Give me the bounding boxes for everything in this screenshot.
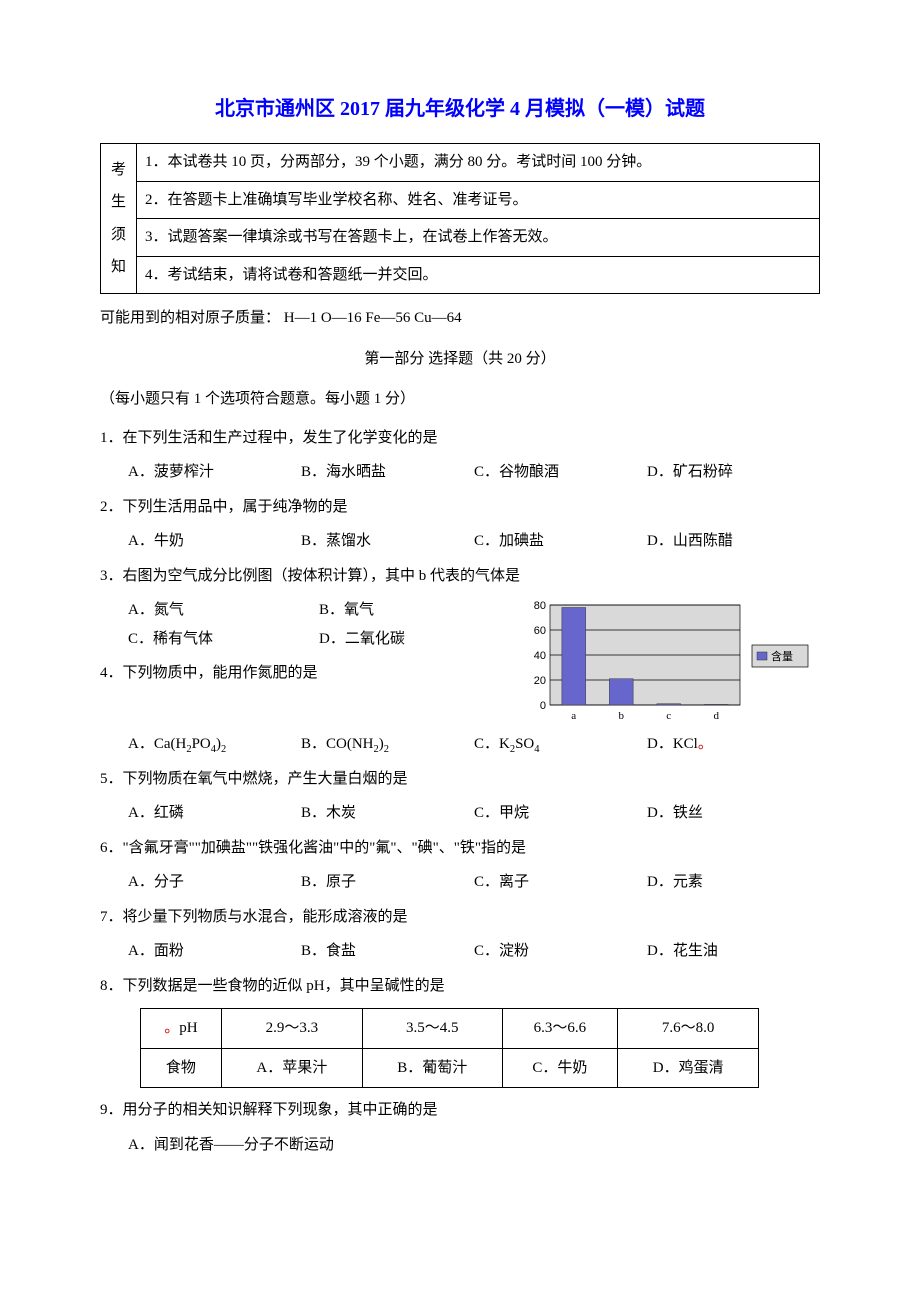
q3-options-top: A．氮气 B．氧气 (100, 596, 510, 625)
notice-left-3: 须 (109, 219, 128, 252)
q3-D: D．二氧化碳 (319, 625, 510, 654)
q6-C: C．离子 (474, 868, 647, 897)
q7-options: A．面粉 B．食盐 C．淀粉 D．花生油 (100, 937, 820, 966)
q2-options: A．牛奶 B．蒸馏水 C．加碘盐 D．山西陈醋 (100, 527, 820, 556)
q5-options: A．红磷 B．木炭 C．甲烷 D．铁丝 (100, 799, 820, 828)
q7-A: A．面粉 (128, 937, 301, 966)
q1-A: A．菠萝榨汁 (128, 458, 301, 487)
q6-A: A．分子 (128, 868, 301, 897)
notice-left-2: 生 (109, 186, 128, 219)
q1-B: B．海水晒盐 (301, 458, 474, 487)
q1-C: C．谷物酿酒 (474, 458, 647, 487)
notice-left-4: 知 (109, 251, 128, 284)
cell-ph-2: 3.5～4.5 (362, 1009, 502, 1049)
q7-D: D．花生油 (647, 937, 820, 966)
q3-B: B．氧气 (319, 596, 510, 625)
bar-chart-svg: 0 20 40 60 80 a b c d 含量 (520, 600, 820, 730)
svg-text:c: c (666, 710, 671, 722)
cell-food-label: 食物 (141, 1048, 222, 1088)
notice-left-1: 考 (109, 154, 128, 187)
q9-stem: 9．用分子的相关知识解释下列现象，其中正确的是 (100, 1096, 820, 1125)
svg-text:含量: 含量 (771, 649, 793, 663)
svg-text:a: a (571, 710, 576, 722)
atomic-masses: 可能用到的相对原子质量： H—1 O—16 Fe—56 Cu—64 (100, 304, 820, 333)
cell-food-D: D．鸡蛋清 (618, 1048, 759, 1088)
part-header: 第一部分 选择题（共 20 分） (100, 345, 820, 374)
q5-stem: 5．下列物质在氧气中燃烧，产生大量白烟的是 (100, 765, 820, 794)
q7-B: B．食盐 (301, 937, 474, 966)
air-chart: 0 20 40 60 80 a b c d 含量 (520, 596, 820, 730)
table-row: 食物 A．苹果汁 B．葡萄汁 C．牛奶 D．鸡蛋清 (141, 1048, 759, 1088)
q6-options: A．分子 B．原子 C．离子 D．元素 (100, 868, 820, 897)
scoring-note: （每小题只有 1 个选项符合题意。每小题 1 分） (100, 385, 820, 414)
q6-stem: 6．"含氟牙膏""加碘盐""铁强化酱油"中的"氟"、"碘"、"铁"指的是 (100, 834, 820, 863)
q2-D: D．山西陈醋 (647, 527, 820, 556)
cell-ph-label: 。pH (141, 1009, 222, 1049)
q8-stem: 8．下列数据是一些食物的近似 pH，其中呈碱性的是 (100, 972, 820, 1001)
cell-food-C: C．牛奶 (502, 1048, 618, 1088)
q4-B: B．CO(NH2)2 (301, 730, 474, 759)
cell-food-B: B．葡萄汁 (362, 1048, 502, 1088)
q2-stem: 2．下列生活用品中，属于纯净物的是 (100, 493, 820, 522)
svg-text:80: 80 (534, 600, 546, 612)
q4-A: A．Ca(H2PO4)2 (128, 730, 301, 759)
notice-item-4: 4．考试结束，请将试卷和答题纸一并交回。 (137, 256, 820, 294)
q5-A: A．红磷 (128, 799, 301, 828)
table-row: 。pH 2.9～3.3 3.5～4.5 6.3～6.6 7.6～8.0 (141, 1009, 759, 1049)
page-title: 北京市通州区 2017 届九年级化学 4 月模拟（一模）试题 (100, 90, 820, 128)
q2-B: B．蒸馏水 (301, 527, 474, 556)
svg-text:60: 60 (534, 625, 546, 637)
q1-D: D．矿石粉碎 (647, 458, 820, 487)
q4-D: D．KCl。 (647, 730, 820, 759)
q5-B: B．木炭 (301, 799, 474, 828)
notice-item-2: 2．在答题卡上准确填写毕业学校名称、姓名、准考证号。 (137, 181, 820, 219)
notice-left-label: 考 生 须 知 (101, 144, 137, 294)
q2-A: A．牛奶 (128, 527, 301, 556)
q3-options-bot: C．稀有气体 D．二氧化碳 (100, 625, 510, 654)
q1-stem: 1．在下列生活和生产过程中，发生了化学变化的是 (100, 424, 820, 453)
notice-item-3: 3．试题答案一律填涂或书写在答题卡上，在试卷上作答无效。 (137, 219, 820, 257)
q3-stem: 3．右图为空气成分比例图（按体积计算），其中 b 代表的气体是 (100, 562, 820, 591)
q3-A: A．氮气 (128, 596, 319, 625)
q2-C: C．加碘盐 (474, 527, 647, 556)
food-ph-table: 。pH 2.9～3.3 3.5～4.5 6.3～6.6 7.6～8.0 食物 A… (140, 1008, 759, 1088)
cell-food-A: A．苹果汁 (221, 1048, 362, 1088)
cell-ph-4: 7.6～8.0 (618, 1009, 759, 1049)
q3-C: C．稀有气体 (128, 625, 319, 654)
svg-text:0: 0 (540, 700, 546, 712)
q6-D: D．元素 (647, 868, 820, 897)
svg-text:20: 20 (534, 675, 546, 687)
q9-A: A．闻到花香——分子不断运动 (100, 1131, 820, 1160)
svg-text:b: b (619, 710, 625, 722)
q6-B: B．原子 (301, 868, 474, 897)
notice-table: 考 生 须 知 1．本试卷共 10 页，分两部分，39 个小题，满分 80 分。… (100, 143, 820, 294)
q7-stem: 7．将少量下列物质与水混合，能形成溶液的是 (100, 903, 820, 932)
q4-stem: 4．下列物质中，能用作氮肥的是 (100, 659, 510, 688)
svg-text:40: 40 (534, 650, 546, 662)
q1-options: A．菠萝榨汁 B．海水晒盐 C．谷物酿酒 D．矿石粉碎 (100, 458, 820, 487)
cell-ph-3: 6.3～6.6 (502, 1009, 618, 1049)
q4-C: C．K2SO4 (474, 730, 647, 759)
q5-C: C．甲烷 (474, 799, 647, 828)
q7-C: C．淀粉 (474, 937, 647, 966)
q4-options: A．Ca(H2PO4)2 B．CO(NH2)2 C．K2SO4 D．KCl。 (100, 730, 820, 759)
notice-item-1: 1．本试卷共 10 页，分两部分，39 个小题，满分 80 分。考试时间 100… (137, 144, 820, 182)
svg-text:d: d (714, 710, 720, 722)
cell-ph-1: 2.9～3.3 (221, 1009, 362, 1049)
q5-D: D．铁丝 (647, 799, 820, 828)
